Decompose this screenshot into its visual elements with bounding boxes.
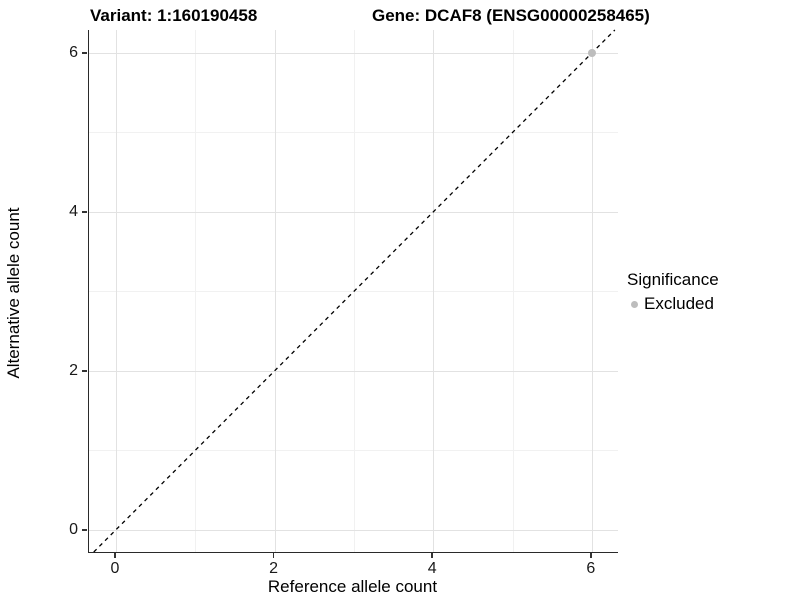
- y-axis-tick-mark: [82, 211, 87, 213]
- y-axis-title: Alternative allele count: [4, 207, 23, 379]
- x-axis-tick-label: 4: [427, 560, 437, 577]
- identity-reference-line: [93, 29, 616, 553]
- y-axis-tick-label: 4: [69, 202, 78, 220]
- x-axis-tick-label: 6: [586, 560, 596, 577]
- gridline-major-h: [89, 53, 618, 55]
- data-point-excluded: [587, 49, 596, 58]
- gridline-major-v: [591, 30, 593, 552]
- legend-item-label: Excluded: [644, 294, 714, 313]
- y-axis-tick-mark: [82, 370, 87, 372]
- excluded-point-icon: [631, 300, 638, 308]
- y-axis-tick-mark: [82, 529, 87, 531]
- gridline-minor-h: [89, 291, 618, 293]
- x-axis-tick-mark: [114, 553, 116, 558]
- legend-item-excluded: Excluded: [627, 294, 719, 314]
- y-axis-tick-label: 2: [69, 361, 78, 379]
- gridline-major-h: [89, 211, 618, 213]
- x-axis-tick-label: 2: [269, 560, 279, 577]
- legend: Significance Excluded: [627, 270, 719, 314]
- x-axis-tick-label: 0: [110, 560, 120, 577]
- x-axis-tick-mark: [590, 553, 592, 558]
- gridline-major-v: [115, 30, 117, 552]
- plot-title-gene: Gene: DCAF8 (ENSG00000258465): [372, 6, 650, 25]
- chart-panel: [88, 29, 618, 553]
- plot-title-variant: Variant: 1:160190458: [90, 6, 258, 25]
- gridline-major-v: [274, 30, 276, 552]
- gridline-minor-h: [89, 132, 618, 134]
- gridline-minor-h: [89, 450, 618, 452]
- legend-title: Significance: [627, 270, 719, 289]
- gridline-major-h: [89, 370, 618, 372]
- gridline-minor-v: [195, 30, 197, 552]
- gridline-major-v: [433, 30, 435, 552]
- x-axis-title: Reference allele count: [267, 577, 438, 596]
- gridline-major-h: [89, 529, 618, 531]
- x-axis-tick-mark: [431, 553, 433, 558]
- gridline-minor-v: [512, 30, 514, 552]
- y-axis-tick-label: 0: [69, 520, 78, 538]
- x-axis-tick-mark: [272, 553, 275, 558]
- y-axis-tick-mark: [82, 52, 87, 54]
- y-axis-tick-label: 6: [69, 44, 78, 62]
